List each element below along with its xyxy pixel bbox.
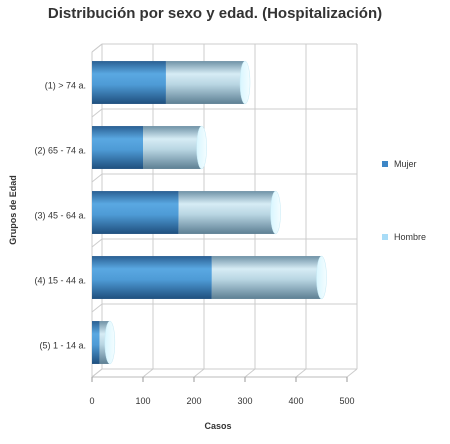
y-tick-label: (5) 1 - 14 a. — [39, 341, 86, 351]
gridline-x-floor — [346, 368, 358, 378]
x-axis-title: Casos — [204, 421, 231, 431]
bar-hombre — [165, 61, 245, 104]
bar-mujer — [92, 256, 212, 299]
labels-layer: 0 100 200 300 400 500 (1) > 74 a. (2) 65 - 74 a… — [34, 81, 354, 407]
bar-mujer — [92, 126, 143, 169]
bar-end-cap — [239, 60, 251, 105]
gridline-x-floor — [142, 368, 154, 378]
bar-mujer — [92, 321, 100, 364]
category-separator-side — [91, 43, 103, 53]
x-tick-label: 300 — [237, 396, 252, 406]
gridline-x-floor — [244, 368, 256, 378]
legend: Mujer Hombre — [382, 159, 426, 242]
legend-label: Hombre — [394, 232, 426, 242]
gridline-x-floor — [193, 368, 205, 378]
bar-hombre — [143, 126, 202, 169]
x-tick-label: 200 — [186, 396, 201, 406]
bar-mujer — [92, 191, 179, 234]
gridline-x-floor — [295, 368, 307, 378]
bar-end-cap — [270, 190, 281, 235]
category-separator-side — [91, 368, 103, 378]
bar-hombre — [211, 256, 322, 299]
category-separator-side — [91, 108, 103, 118]
y-tick-label: (1) > 74 a. — [45, 81, 86, 91]
legend-label: Mujer — [394, 159, 417, 169]
x-tick-label: 100 — [135, 396, 150, 406]
bar-end-cap — [104, 320, 116, 365]
bar-hombre — [178, 191, 276, 234]
y-tick-label: (2) 65 - 74 a. — [34, 146, 86, 156]
legend-swatch — [382, 161, 388, 167]
x-tick-label: 0 — [89, 396, 94, 406]
y-tick-label: (3) 45 - 64 a. — [34, 211, 86, 221]
category-separator-side — [91, 238, 103, 248]
category-separator-side — [91, 173, 103, 183]
bar-end-cap — [196, 125, 207, 170]
category-separator-side — [91, 303, 103, 313]
y-tick-label: (4) 15 - 44 a. — [34, 276, 86, 286]
y-axis-title: Grupos de Edad — [8, 175, 18, 245]
bar-end-cap — [316, 255, 327, 300]
x-tick-label: 500 — [339, 396, 354, 406]
bars-layer — [92, 60, 327, 365]
legend-swatch — [382, 234, 388, 240]
bar-mujer — [92, 61, 166, 104]
chart-title: Distribución por sexo y edad. (Hospitali… — [47, 5, 383, 22]
x-tick-label: 400 — [288, 396, 303, 406]
